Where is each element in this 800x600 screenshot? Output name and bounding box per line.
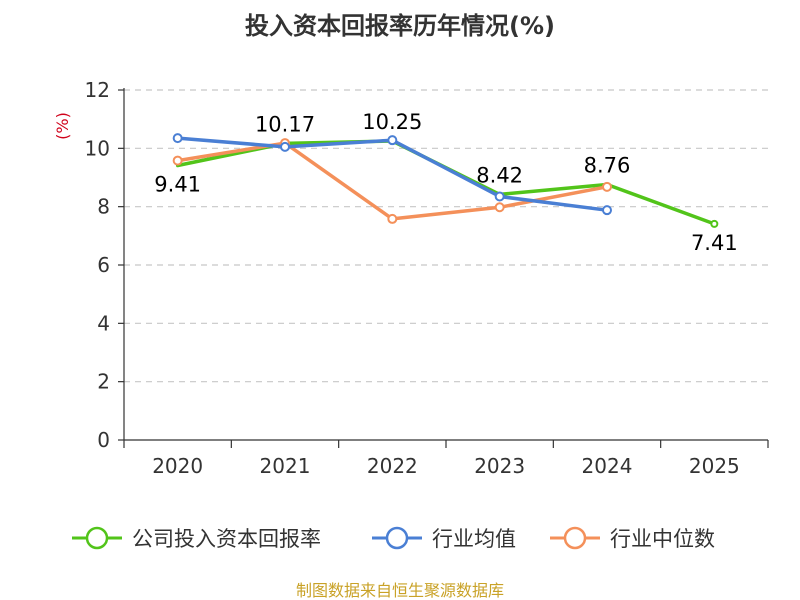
series-lines: [172, 133, 719, 228]
legend[interactable]: 公司投入资本回报率 行业均值 行业中位数: [72, 526, 715, 551]
y-tick-label-0: 0: [97, 428, 110, 452]
legend-marker-1: [385, 526, 409, 550]
legend-label-1: 行业均值: [432, 527, 516, 551]
y-tick-label-6: 6: [97, 253, 110, 277]
legend-label-2: 行业中位数: [610, 527, 715, 551]
axes: 0 2 4 6 8 10 12 2020 2021 2022 2023 2024 2025: [85, 78, 769, 478]
legend-item-1[interactable]: 行业均值: [372, 526, 516, 551]
y-tick-label-4: 4: [97, 311, 110, 335]
x-tick-label-2023: 2023: [474, 454, 525, 478]
y-tick-label-8: 8: [97, 195, 110, 219]
data-label-2020: 9.41: [154, 173, 201, 197]
data-labels: 9.41 10.17 10.25 8.42 8.76 7.41: [154, 110, 737, 255]
point-s2-2023: [494, 202, 505, 213]
chart-title: 投入资本回报率历年情况(%): [245, 12, 555, 40]
series-line-2: [175, 141, 609, 221]
data-label-2022: 10.25: [362, 110, 422, 134]
data-label-2024: 8.76: [584, 154, 631, 178]
point-s1-2021: [280, 141, 290, 152]
source-footer: 制图数据来自恒生聚源数据库: [296, 581, 504, 600]
legend-label-0: 公司投入资本回报率: [132, 527, 321, 551]
legend-item-0[interactable]: 公司投入资本回报率: [72, 526, 321, 551]
data-label-2023: 8.42: [476, 163, 523, 187]
point-s1-2023: [494, 191, 505, 202]
point-s1-2020: [172, 133, 183, 144]
y-tick-label-12: 12: [85, 78, 110, 102]
point-s2-2022: [387, 213, 398, 224]
data-label-2021: 10.17: [255, 112, 315, 136]
y-tick-label-10: 10: [85, 136, 110, 160]
x-tick-label-2020: 2020: [152, 454, 203, 478]
x-tick-label-2022: 2022: [367, 454, 418, 478]
point-s1-2024: [602, 205, 612, 216]
point-s2-2024: [602, 181, 612, 192]
x-tick-label-2025: 2025: [689, 454, 740, 478]
y-axis-label: (%): [53, 112, 72, 140]
grid-lines: [124, 89, 768, 383]
legend-marker-2: [563, 526, 587, 550]
y-tick-label-2: 2: [97, 370, 110, 394]
x-tick-label-2024: 2024: [582, 454, 633, 478]
point-s1-2022: [387, 135, 398, 146]
point-s0-2025: [710, 219, 719, 228]
data-label-2025: 7.41: [691, 231, 738, 255]
x-tick-label-2021: 2021: [260, 454, 311, 478]
point-s2-2020: [172, 155, 183, 166]
legend-item-2[interactable]: 行业中位数: [550, 526, 715, 551]
legend-marker-0: [85, 526, 109, 550]
